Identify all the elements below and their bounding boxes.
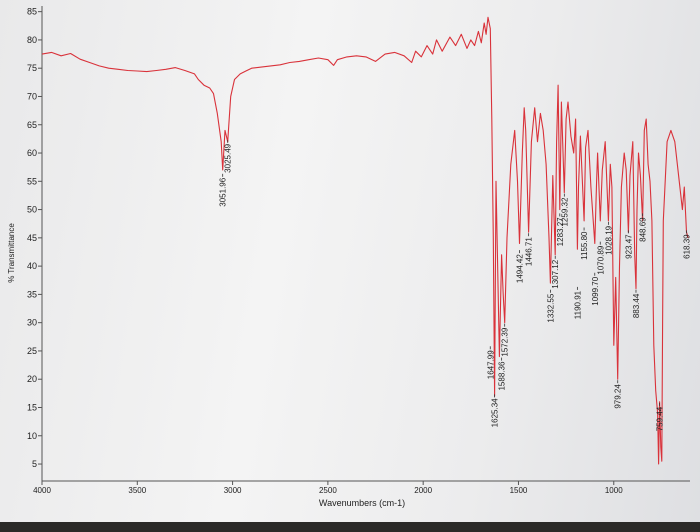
peak-label: 1283.27: [556, 217, 565, 246]
peak-label: 923.47: [624, 234, 633, 259]
y-tick-label: 10: [27, 431, 37, 441]
y-tick-label: 35: [27, 289, 37, 299]
peak-label: 3051.96: [219, 177, 228, 206]
peak-label: 1028.19: [604, 225, 613, 254]
peak-label: 1494.42: [516, 254, 525, 283]
y-tick-label: 70: [27, 91, 37, 101]
x-tick-label: 3000: [224, 486, 242, 495]
x-tick-label: 4000: [33, 486, 51, 495]
y-tick-label: 45: [27, 233, 37, 243]
x-tick-label: 3500: [128, 486, 146, 495]
peak-label: 1155.80: [580, 231, 589, 260]
y-tick-label: 65: [27, 120, 37, 130]
y-axis-ticks: 5 10 15 20 25 30 35 40 45 50 55 60 65 70 75 80 85: [27, 7, 42, 469]
peak-label: 979.24: [614, 384, 623, 409]
y-axis-label: % Transmittance: [7, 223, 16, 283]
y-tick-label: 55: [27, 176, 37, 186]
peak-label: 1572.39: [501, 327, 510, 356]
peak-label: 1070.89: [596, 245, 605, 274]
plot-axes: [41, 6, 690, 482]
x-tick-label: 1500: [510, 486, 528, 495]
y-tick-label: 15: [27, 402, 37, 412]
peak-label: 1446.71: [525, 237, 534, 266]
y-tick-label: 40: [27, 261, 37, 271]
peak-label: 1625.34: [491, 398, 500, 427]
x-axis-ticks: 4000 3500 3000 2500 2000 1500 1000: [33, 481, 623, 495]
y-tick-label: 80: [27, 35, 37, 45]
peak-label: 1259.32: [560, 197, 569, 226]
peak-label: 3025.49: [224, 143, 233, 172]
x-tick-label: 2500: [319, 486, 337, 495]
peak-label: 618.39: [683, 234, 692, 259]
y-tick-label: 5: [32, 459, 37, 469]
peak-label: 1332.55: [546, 293, 555, 322]
spectrum-trace-group: [41, 16, 689, 465]
peak-label: 1307.12: [551, 259, 560, 288]
x-tick-label: 1000: [605, 486, 623, 495]
y-tick-label: 20: [27, 374, 37, 384]
peak-label: 1588.36: [498, 361, 507, 390]
y-tick-label: 75: [27, 63, 37, 73]
y-tick-label: 25: [27, 346, 37, 356]
peak-label: 1099.70: [591, 276, 600, 305]
y-tick-label: 30: [27, 318, 37, 328]
spectrum-trace: [41, 16, 689, 465]
x-axis-label: Wavenumbers (cm-1): [319, 498, 405, 508]
peak-label: 848.69: [639, 217, 648, 242]
y-tick-label: 50: [27, 205, 37, 215]
peak-labels: 3051.96 3025.49 1647.99 1625.34 1588.36 1572.…: [219, 139, 692, 431]
y-tick-label: 85: [27, 7, 37, 17]
peak-label: 1190.91: [573, 290, 582, 319]
y-tick-label: 60: [27, 148, 37, 158]
peak-label: 1647.99: [486, 350, 495, 379]
x-tick-label: 2000: [414, 486, 432, 495]
peak-label: 759.44: [656, 406, 665, 431]
peak-label: 883.44: [632, 293, 641, 318]
